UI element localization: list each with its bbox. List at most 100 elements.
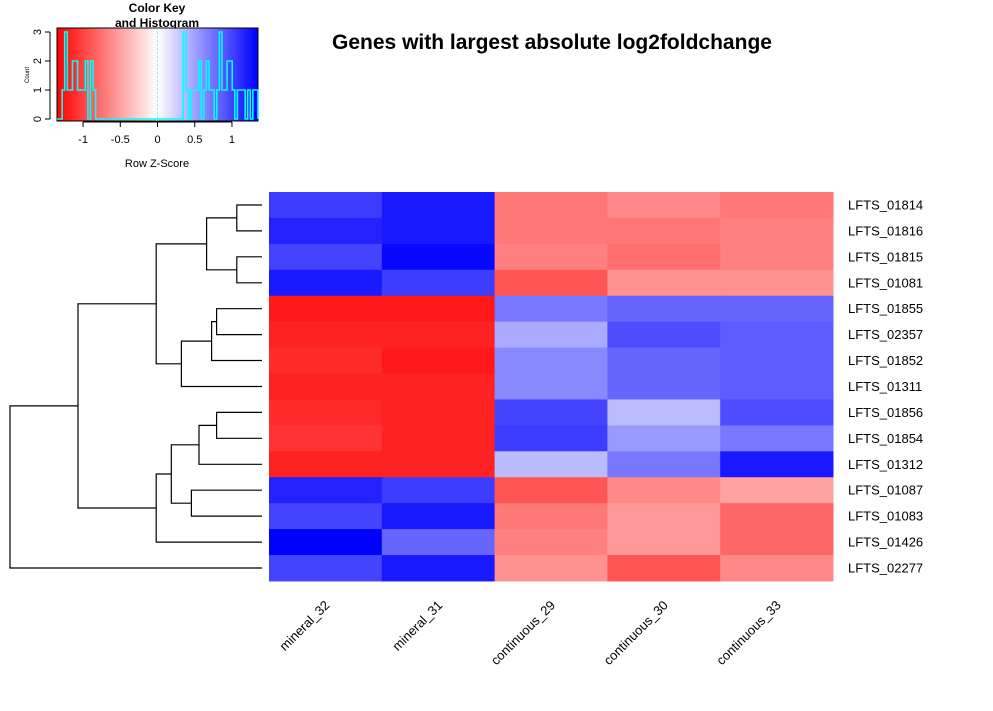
dendrogram-branch bbox=[216, 308, 262, 336]
column-label: mineral_32 bbox=[276, 598, 332, 654]
row-label: LFTS_01852 bbox=[848, 353, 923, 368]
color-key-title-line2: and Histogram bbox=[115, 16, 199, 30]
heatmap-cell bbox=[720, 217, 834, 245]
heatmap-cell bbox=[720, 243, 834, 271]
heatmap-cell bbox=[494, 425, 608, 452]
heatmap-cell bbox=[607, 425, 721, 452]
heatmap-cell bbox=[720, 373, 834, 400]
heatmap-cell bbox=[720, 192, 834, 219]
color-key-y-tick-label: 0 bbox=[32, 116, 44, 122]
heatmap-cell bbox=[381, 373, 496, 400]
dendrogram-branch bbox=[190, 489, 262, 517]
heatmap-cell bbox=[381, 243, 496, 271]
dendrogram-branch bbox=[155, 473, 262, 543]
color-key-y-tick-label: 1 bbox=[32, 87, 44, 93]
row-label: LFTS_01816 bbox=[848, 223, 923, 238]
heatmap-cell bbox=[381, 477, 496, 504]
heatmap-cell bbox=[494, 295, 608, 323]
heatmap-cell bbox=[494, 192, 608, 219]
dendrogram-branch bbox=[236, 204, 262, 232]
color-key-ylabel: Count bbox=[25, 67, 31, 83]
heatmap-cell bbox=[494, 217, 608, 245]
row-label: LFTS_01854 bbox=[848, 431, 923, 446]
color-key-x-tick-label: 0.5 bbox=[187, 134, 202, 146]
color-key: Color Key and Histogram -1 -0.5 0 0.5 10123 … bbox=[25, 1, 259, 170]
heatmap-cell bbox=[607, 321, 721, 349]
column-labels: mineral_32 mineral_31 continuous_29 continu… bbox=[276, 598, 783, 668]
heatmap-cell bbox=[607, 217, 721, 245]
heatmap-cell bbox=[269, 425, 383, 452]
heatmap-cell bbox=[269, 529, 383, 556]
row-label: LFTS_02277 bbox=[848, 560, 923, 575]
color-key-title-line1: Color Key bbox=[129, 1, 186, 15]
row-label: LFTS_01311 bbox=[848, 379, 922, 394]
heatmap-cell bbox=[607, 529, 721, 556]
heatmap-cell bbox=[494, 529, 608, 556]
heatmap-cell bbox=[607, 269, 721, 297]
heatmap-cell bbox=[720, 529, 834, 556]
color-key-histogram bbox=[57, 28, 259, 121]
heatmap-cell bbox=[607, 347, 721, 375]
heatmap-cell bbox=[494, 399, 608, 426]
heatmap-cell bbox=[720, 399, 834, 426]
heatmap-cell bbox=[494, 451, 608, 478]
color-key-y-tick-label: 2 bbox=[32, 58, 44, 64]
heatmap-cell bbox=[720, 503, 834, 530]
heatmap-cell bbox=[607, 399, 721, 426]
heatmap-cell bbox=[381, 192, 496, 219]
heatmap-cell bbox=[269, 503, 383, 530]
row-label: LFTS_02357 bbox=[848, 327, 923, 342]
dendrogram-branch bbox=[216, 411, 262, 439]
color-key-x-tick-label: 0 bbox=[154, 134, 160, 146]
dendrogram-branch bbox=[77, 303, 157, 509]
row-label: LFTS_01814 bbox=[848, 197, 923, 212]
heatmap-cell bbox=[381, 321, 496, 349]
color-key-xlabel: Row Z-Score bbox=[125, 158, 189, 170]
heatmap-cell bbox=[494, 373, 608, 400]
heatmap-cell bbox=[720, 477, 834, 504]
row-label: LFTS_01081 bbox=[848, 275, 923, 290]
heatmap-cell bbox=[269, 555, 383, 582]
color-key-x-tick-label: -1 bbox=[78, 134, 88, 146]
column-label: continuous_30 bbox=[601, 598, 671, 668]
heatmap-cell bbox=[381, 425, 496, 452]
heatmap-cell bbox=[607, 192, 721, 219]
heatmap-cell bbox=[269, 477, 383, 504]
heatmap-cell bbox=[494, 503, 608, 530]
heatmap-cell bbox=[494, 477, 608, 504]
heatmap-cell bbox=[720, 269, 834, 297]
heatmap-cells bbox=[269, 192, 834, 582]
row-label: LFTS_01426 bbox=[848, 535, 923, 550]
dendrogram-branch bbox=[180, 340, 262, 388]
column-label: continuous_33 bbox=[713, 598, 783, 668]
heatmap-cell bbox=[269, 347, 383, 375]
color-key-axes: -1 -0.5 0 0.5 1 0 1 2 3 bbox=[32, 29, 235, 146]
heatmap-cell bbox=[269, 451, 383, 478]
heatmap-cell bbox=[720, 425, 834, 452]
heatmap-cell bbox=[269, 321, 383, 349]
color-key-x-tick-label: -0.5 bbox=[111, 134, 130, 146]
heatmap-cell bbox=[720, 451, 834, 478]
dendrogram-branch bbox=[9, 405, 262, 569]
heatmap-cell bbox=[494, 243, 608, 271]
color-key-y-tick-label: 3 bbox=[32, 29, 44, 35]
heatmap-cell bbox=[494, 555, 608, 582]
row-label: LFTS_01312 bbox=[848, 457, 923, 472]
heatmap-cell bbox=[381, 399, 496, 426]
heatmap-cell bbox=[269, 399, 383, 426]
heatmap-cell bbox=[269, 192, 383, 219]
heatmap-cell bbox=[607, 373, 721, 400]
heatmap-cell bbox=[607, 503, 721, 530]
column-label: mineral_31 bbox=[389, 598, 445, 654]
dendrogram-branch bbox=[198, 424, 262, 465]
dendrogram-branch bbox=[211, 321, 262, 362]
heatmap-cell bbox=[269, 217, 383, 245]
row-labels: LFTS_01814 LFTS_01816 LFTS_01815 LFTS_01081… bbox=[848, 197, 923, 575]
row-label: LFTS_01856 bbox=[848, 405, 923, 420]
dendrogram-branch bbox=[236, 256, 262, 284]
row-label: LFTS_01087 bbox=[848, 483, 923, 498]
chart-title: Genes with largest absolute log2foldchan… bbox=[332, 31, 772, 54]
heatmap-cell bbox=[269, 373, 383, 400]
dendrogram-branch bbox=[170, 444, 199, 504]
